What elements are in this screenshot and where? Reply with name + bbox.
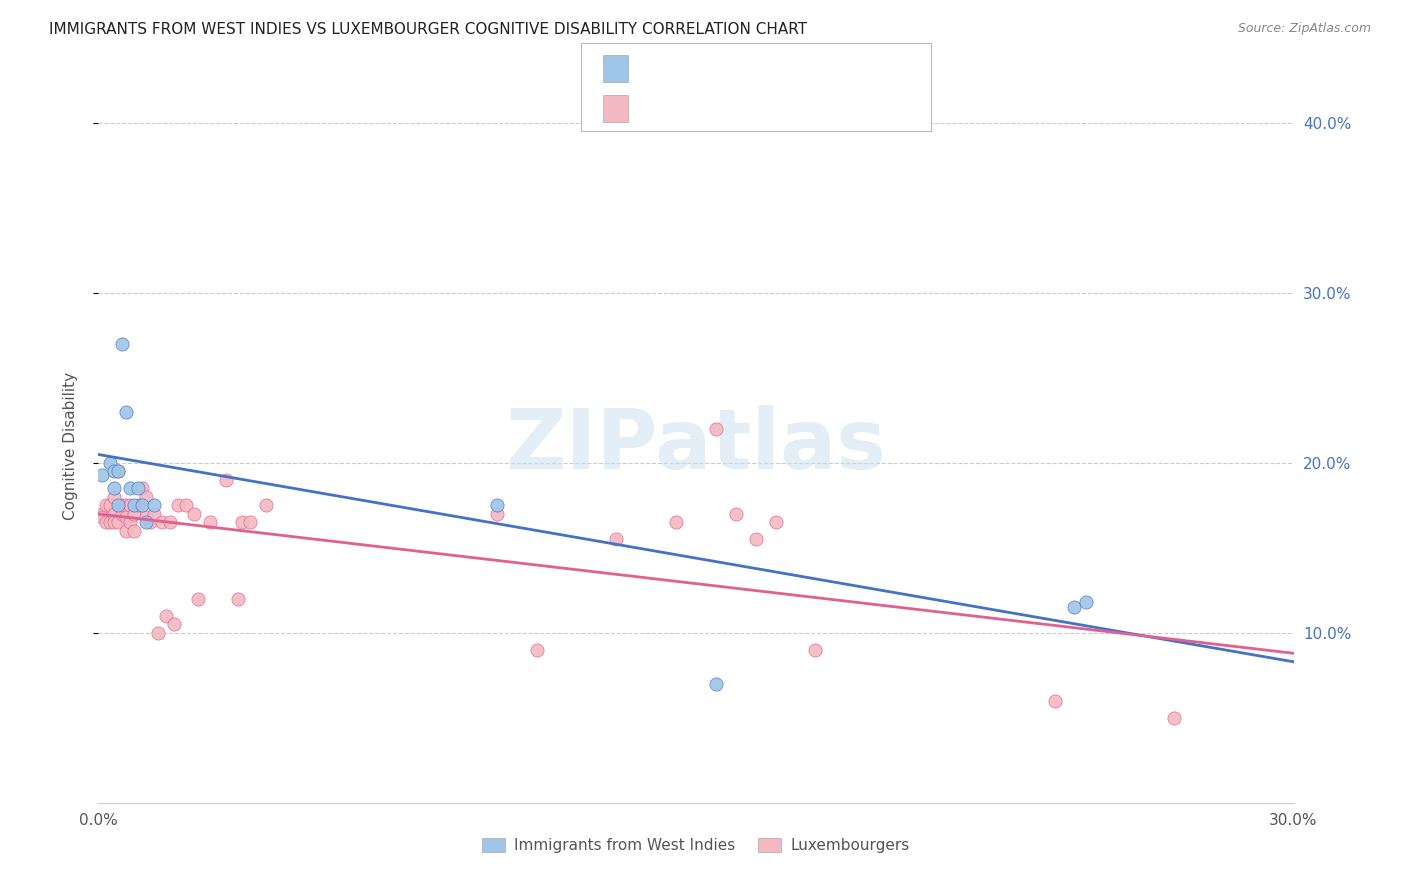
Point [103, 482, 125, 496]
Point [148, 626, 170, 640]
Point [198, 516, 221, 530]
Point [187, 591, 209, 606]
Point [745, 533, 768, 547]
Point [765, 516, 787, 530]
Point [120, 482, 142, 496]
Point [526, 643, 548, 657]
Point [115, 510, 138, 524]
Point [98, 516, 122, 530]
Point [135, 490, 157, 504]
Point [143, 499, 166, 513]
Point [804, 643, 827, 657]
Point [1063, 600, 1085, 615]
Point [1163, 711, 1185, 725]
Point [98, 499, 122, 513]
Text: IMMIGRANTS FROM WEST INDIES VS LUXEMBOURGER COGNITIVE DISABILITY CORRELATION CHA: IMMIGRANTS FROM WEST INDIES VS LUXEMBOUR… [49, 22, 807, 37]
Text: ZIPatlas: ZIPatlas [506, 406, 886, 486]
Point [143, 507, 166, 521]
Point [127, 499, 149, 513]
Point [107, 465, 129, 479]
Point [131, 482, 153, 496]
Text: -0.425: -0.425 [685, 101, 742, 116]
Point [215, 473, 238, 487]
Point [704, 422, 727, 436]
Point [724, 507, 747, 521]
Point [239, 516, 262, 530]
Text: R =: R = [643, 101, 678, 116]
Point [485, 499, 508, 513]
Point [167, 499, 190, 513]
Point [107, 516, 129, 530]
Text: N =: N = [749, 101, 796, 116]
Point [1076, 595, 1098, 609]
Text: Source: ZipAtlas.com: Source: ZipAtlas.com [1237, 22, 1371, 36]
Point [485, 507, 508, 521]
Point [124, 524, 146, 538]
Point [103, 516, 125, 530]
Point [91, 510, 114, 524]
Point [96, 499, 118, 513]
Point [107, 465, 129, 479]
Point [665, 516, 688, 530]
Point [98, 456, 122, 470]
Text: -0.482: -0.482 [685, 61, 742, 76]
Text: 19: 19 [792, 61, 814, 76]
Point [226, 591, 249, 606]
Point [91, 507, 114, 521]
Point [111, 499, 134, 513]
Point [254, 499, 277, 513]
Point [91, 467, 114, 482]
Point [111, 337, 134, 351]
Point [103, 507, 125, 521]
Point [124, 499, 146, 513]
Text: N =: N = [749, 61, 796, 76]
Point [120, 499, 142, 513]
Point [135, 516, 157, 530]
Legend: Immigrants from West Indies, Luxembourgers: Immigrants from West Indies, Luxembourge… [477, 831, 915, 859]
Point [131, 499, 153, 513]
Point [163, 617, 186, 632]
Point [155, 608, 177, 623]
Point [135, 510, 157, 524]
Point [150, 516, 173, 530]
Point [231, 516, 253, 530]
Point [159, 516, 181, 530]
Point [96, 516, 118, 530]
Point [124, 507, 146, 521]
Point [103, 465, 125, 479]
Text: 52: 52 [792, 101, 814, 116]
Point [111, 507, 134, 521]
Point [115, 405, 138, 419]
Point [107, 499, 129, 513]
Point [174, 499, 197, 513]
Point [103, 490, 125, 504]
Point [115, 524, 138, 538]
Point [139, 516, 162, 530]
Point [127, 482, 149, 496]
Point [183, 507, 205, 521]
Point [120, 516, 142, 530]
Y-axis label: Cognitive Disability: Cognitive Disability [63, 372, 77, 520]
Text: R =: R = [643, 61, 678, 76]
Point [1043, 694, 1066, 708]
Point [115, 499, 138, 513]
Point [704, 677, 727, 691]
Point [605, 533, 627, 547]
